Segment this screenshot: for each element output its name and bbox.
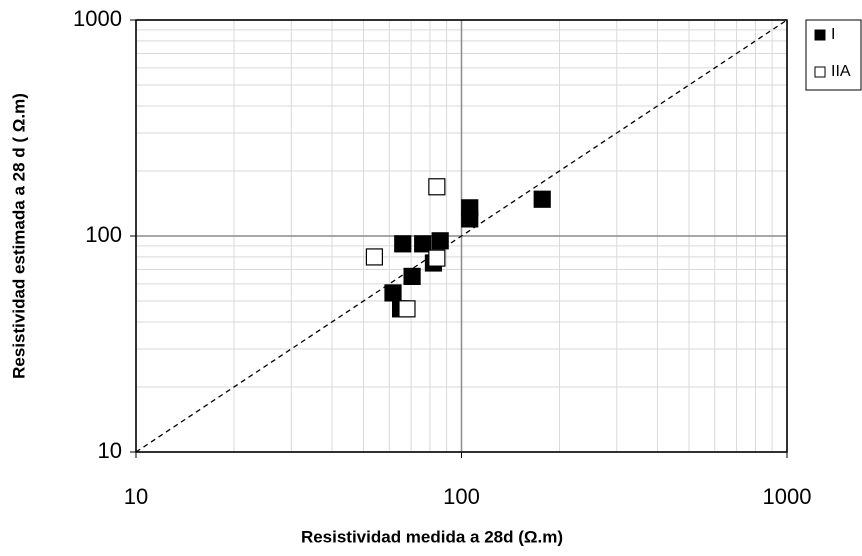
plot-border: [135, 19, 788, 453]
x-tick-label: 1000: [763, 484, 812, 509]
marker: [533, 190, 551, 208]
y-axis-label: Resistividad estimada a 28 d ( Ω.m): [9, 93, 28, 379]
marker: [461, 210, 479, 228]
marker: [365, 248, 383, 266]
legend-marker: [814, 66, 826, 78]
identity-line: [135, 19, 788, 453]
y-tick-label: 100: [85, 222, 122, 247]
marker: [394, 235, 412, 253]
legend-label: I: [831, 26, 835, 43]
legend-marker: [814, 29, 826, 41]
marker: [398, 300, 416, 318]
marker: [384, 284, 402, 302]
marker: [428, 249, 446, 267]
x-tick-label: 100: [443, 484, 480, 509]
x-axis-label: Resistividad medida a 28d (Ω.m): [301, 527, 563, 546]
x-tick-label: 10: [124, 484, 148, 509]
y-tick-label: 10: [98, 438, 122, 463]
marker: [431, 232, 449, 250]
marker: [428, 178, 446, 196]
marker: [414, 235, 432, 253]
legend-label: IIA: [831, 63, 851, 80]
marker: [403, 267, 421, 286]
y-tick-label: 1000: [73, 6, 122, 31]
